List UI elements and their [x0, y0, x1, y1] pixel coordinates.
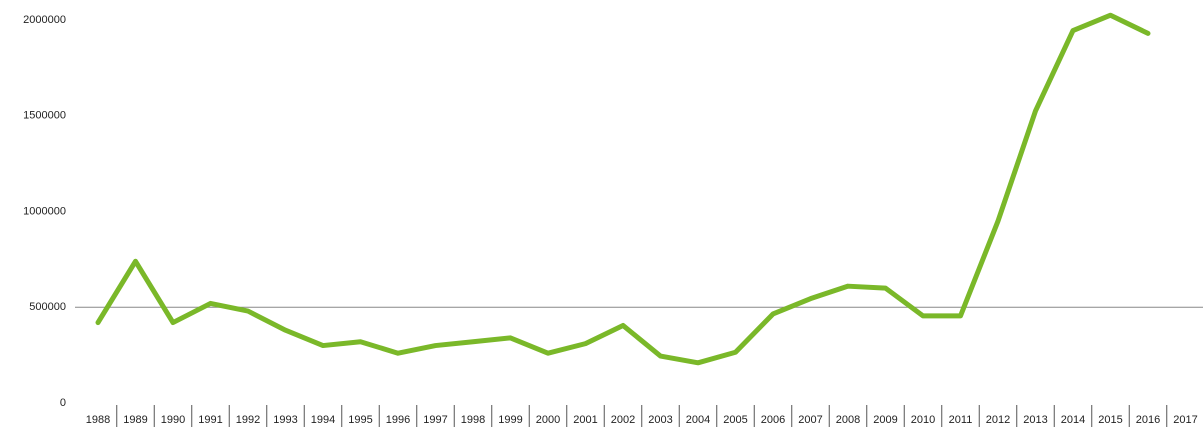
y-tick-label: 1000000	[23, 205, 66, 217]
x-tick-label: 2002	[611, 414, 635, 426]
x-tick-label: 1998	[461, 414, 485, 426]
x-tick-label: 1992	[236, 414, 260, 426]
x-tick-label: 2017	[1173, 414, 1197, 426]
x-tick-label: 2007	[798, 414, 822, 426]
y-tick-label: 0	[60, 397, 66, 409]
y-tick-label: 1500000	[23, 110, 66, 122]
x-tick-label: 1990	[161, 414, 185, 426]
x-tick-label: 2015	[1098, 414, 1122, 426]
x-tick-label: 1988	[86, 414, 110, 426]
x-tick-label: 1994	[311, 414, 335, 426]
x-tick-label: 2014	[1061, 414, 1085, 426]
x-tick-label: 2010	[911, 414, 935, 426]
x-tick-label: 2008	[836, 414, 860, 426]
x-tick-label: 2005	[723, 414, 747, 426]
x-tick-label: 2011	[949, 414, 973, 426]
x-tick-label: 2000	[536, 414, 560, 426]
y-tick-label: 500000	[29, 301, 66, 313]
x-tick-label: 2016	[1136, 414, 1160, 426]
x-tick-label: 2003	[648, 414, 672, 426]
x-tick-label: 1995	[348, 414, 372, 426]
x-tick-label: 2006	[761, 414, 785, 426]
x-tick-label: 2004	[686, 414, 710, 426]
x-tick-label: 1989	[123, 414, 147, 426]
data-line	[95, 12, 1151, 366]
x-tick-label: 2009	[873, 414, 897, 426]
x-tick-label: 1996	[386, 414, 410, 426]
x-tick-label: 1999	[498, 414, 522, 426]
y-tick-label: 2000000	[23, 14, 66, 26]
x-tick-label: 1993	[273, 414, 297, 426]
x-tick-label: 2012	[986, 414, 1010, 426]
x-tick-label: 1997	[423, 414, 447, 426]
x-tick-label: 2013	[1023, 414, 1047, 426]
x-tick-label: 1991	[198, 414, 222, 426]
x-tick-label: 2001	[573, 414, 597, 426]
